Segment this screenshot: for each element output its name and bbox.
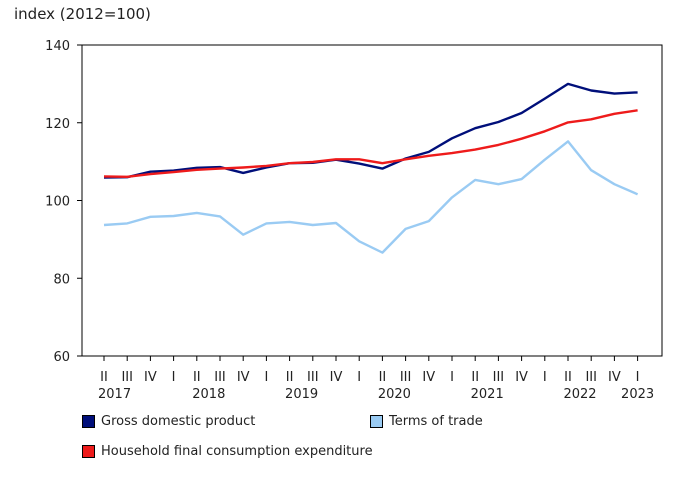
x-quarter-label: II <box>471 370 479 385</box>
y-tick-label: 120 <box>45 117 70 132</box>
series-line-terms-of-trade <box>103 140 639 254</box>
x-quarter-label: III <box>585 370 597 385</box>
legend-item-gdp: Gross domestic product <box>82 414 255 429</box>
x-quarter-label: III <box>121 370 133 385</box>
x-quarter-label: II <box>286 370 294 385</box>
x-quarter-label: IV <box>237 370 250 385</box>
x-year-label: 2018 <box>192 387 225 402</box>
x-quarter-label: IV <box>422 370 435 385</box>
legend-swatch-terms-of-trade <box>370 415 383 428</box>
x-quarter-label: IV <box>608 370 621 385</box>
legend-item-terms-of-trade: Terms of trade <box>370 414 483 429</box>
series-line-gross-domestic-product <box>103 82 638 179</box>
legend-label-gdp: Gross domestic product <box>101 414 256 429</box>
y-tick-label: 80 <box>53 272 70 287</box>
x-quarter-label: II <box>564 370 572 385</box>
series-line-household-final-consumption-expenditure <box>103 109 638 179</box>
x-quarter-label: III <box>307 370 319 385</box>
x-year-label: 2021 <box>471 387 504 402</box>
x-quarter-label: III <box>214 370 226 385</box>
x-quarter-label: II <box>193 370 201 385</box>
x-quarter-label: I <box>543 370 547 385</box>
x-year-label: 2020 <box>378 387 411 402</box>
y-tick-label: 60 <box>53 350 70 365</box>
x-quarter-label: IV <box>515 370 528 385</box>
x-year-label: 2019 <box>285 387 318 402</box>
x-quarter-label: I <box>357 370 361 385</box>
legend-swatch-gdp <box>82 415 95 428</box>
legend-swatch-household-consumption <box>82 445 95 458</box>
y-axis-title: index (2012=100) <box>14 5 151 23</box>
legend-item-household-consumption: Household final consumption expenditure <box>82 444 373 459</box>
x-quarter-label: IV <box>330 370 343 385</box>
y-tick-label: 140 <box>45 39 70 54</box>
plot-frame <box>81 44 663 357</box>
x-quarter-label: IV <box>144 370 157 385</box>
x-quarter-label: I <box>264 370 268 385</box>
x-quarter-label: II <box>379 370 387 385</box>
x-quarter-label: III <box>493 370 505 385</box>
x-year-label: 2017 <box>98 387 131 402</box>
x-quarter-label: III <box>400 370 412 385</box>
legend-label-terms-of-trade: Terms of trade <box>389 414 483 429</box>
x-quarter-label: II <box>100 370 108 385</box>
x-quarter-label: I <box>172 370 176 385</box>
x-year-label: 2022 <box>563 387 596 402</box>
y-tick-label: 100 <box>45 195 70 210</box>
x-quarter-label: I <box>636 370 640 385</box>
legend-label-household-consumption: Household final consumption expenditure <box>101 444 373 459</box>
x-quarter-label: I <box>450 370 454 385</box>
x-year-label: 2023 <box>621 387 654 402</box>
